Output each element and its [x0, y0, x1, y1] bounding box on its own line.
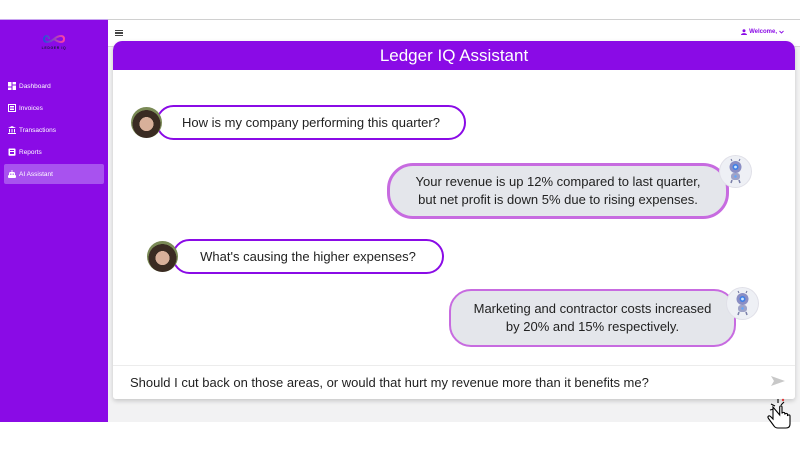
message-bubble: Your revenue is up 12% compared to last … [387, 163, 729, 219]
bank-icon [8, 126, 16, 134]
robot-icon [8, 170, 16, 178]
invoice-icon [8, 104, 16, 112]
user-avatar [147, 241, 178, 272]
sidebar-item-label: Transactions [19, 126, 56, 134]
welcome-label: Welcome, [749, 29, 777, 35]
logo[interactable]: LEDGER IQ [0, 20, 108, 64]
message-bubble: How is my company performing this quarte… [156, 105, 466, 140]
chat-message-user: What's causing the higher expenses? [147, 239, 444, 274]
sidebar-item-dashboard[interactable]: Dashboard [4, 76, 104, 96]
sidebar-nav: Dashboard Invoices Transactions Reports … [4, 76, 104, 186]
sidebar-item-label: Reports [19, 148, 42, 156]
sidebar-item-transactions[interactable]: Transactions [4, 120, 104, 140]
sidebar-item-invoices[interactable]: Invoices [4, 98, 104, 118]
bot-avatar [720, 155, 751, 187]
chat-panel: Ledger IQ Assistant How is my company pe… [113, 41, 795, 399]
user-menu[interactable]: Welcome, [741, 29, 784, 35]
user-icon [741, 29, 748, 35]
send-icon[interactable] [771, 376, 785, 386]
infinity-logo-icon [43, 35, 65, 43]
message-text: How is my company performing this quarte… [182, 114, 440, 130]
sidebar-item-ai-assistant[interactable]: AI Assistant [4, 164, 104, 184]
chat-message-bot: Marketing and contractor costs increased… [449, 287, 758, 347]
dashboard-icon [8, 82, 16, 90]
message-text: What's causing the higher expenses? [200, 248, 416, 264]
message-text-line2: by 20% and 15% respectively. [505, 319, 680, 334]
message-text-line1: Marketing and contractor costs increased [473, 301, 712, 316]
sidebar-item-label: AI Assistant [19, 170, 53, 178]
bot-avatar [727, 287, 758, 319]
chat-input-value: Should I cut back on those areas, or wou… [130, 375, 649, 390]
sidebar-item-label: Invoices [19, 104, 43, 112]
sidebar-item-reports[interactable]: Reports [4, 142, 104, 162]
logo-text: LEDGER IQ [41, 46, 67, 50]
robot-icon [729, 158, 742, 183]
user-avatar [131, 107, 162, 138]
chat-message-bot: Your revenue is up 12% compared to last … [387, 155, 751, 219]
message-bubble: What's causing the higher expenses? [172, 239, 444, 274]
sidebar-item-label: Dashboard [19, 82, 51, 90]
message-bubble: Marketing and contractor costs increased… [449, 289, 736, 347]
chat-message-user: How is my company performing this quarte… [131, 105, 466, 140]
hamburger-icon[interactable] [115, 30, 123, 36]
message-text-line1: Your revenue is up 12% compared to last … [415, 174, 701, 189]
sidebar: LEDGER IQ Dashboard Invoices Transaction… [0, 19, 108, 422]
report-icon [8, 148, 16, 156]
chat-input[interactable]: Should I cut back on those areas, or wou… [113, 365, 795, 399]
message-text-line2: but net profit is down 5% due to rising … [418, 192, 698, 207]
chevron-down-icon [779, 30, 784, 34]
robot-icon [736, 290, 749, 315]
chat-title: Ledger IQ Assistant [113, 41, 795, 70]
